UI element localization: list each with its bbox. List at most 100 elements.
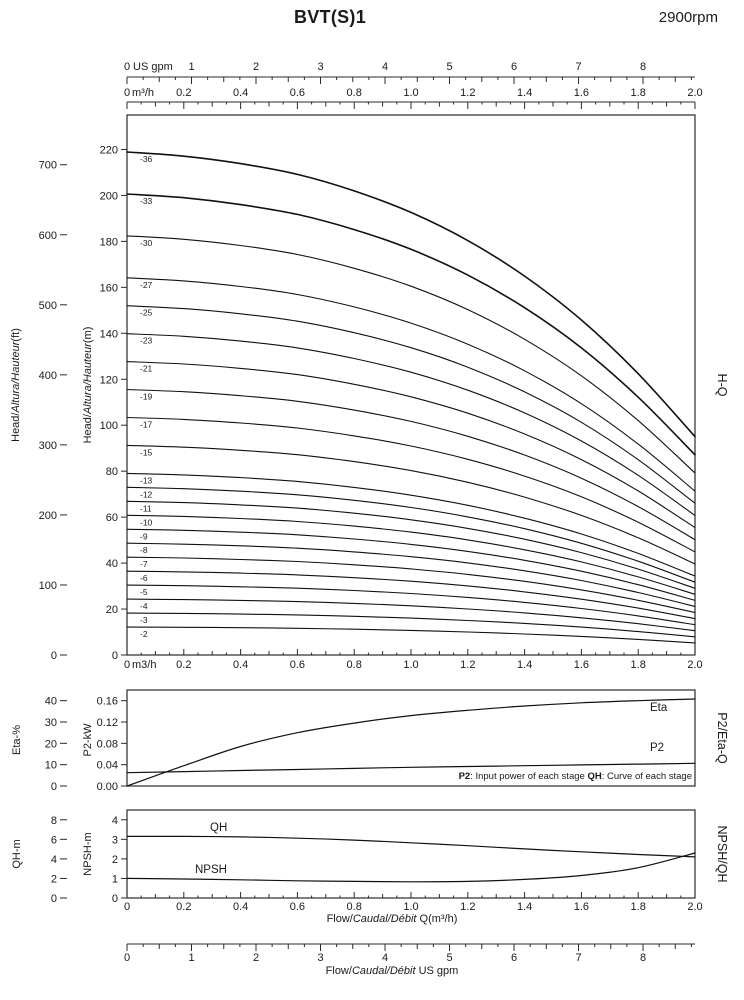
bottom-gpm-tick-label: 1: [188, 952, 194, 964]
npsh-tick-label: 0: [112, 893, 118, 905]
hq-x-tick-label: 1.8: [631, 659, 646, 671]
axis-title-text: (m): [82, 326, 94, 344]
bottom-gpm-tick-label: 7: [575, 952, 581, 964]
gpm-tick-label: 1: [188, 61, 194, 73]
stage-curve-13: [126, 472, 696, 577]
npsh-curve: [126, 852, 696, 883]
hq-ft-tick-label: 100: [39, 580, 57, 592]
stage-curve-label-11: -11: [140, 503, 152, 513]
stage-curve-7: [126, 556, 696, 614]
qh-curve-label: QH: [210, 822, 227, 834]
hq-m-tick-label: 0: [112, 650, 118, 662]
hq-x-tick-label: 2.0: [687, 659, 702, 671]
npsh-tick-label: 4: [112, 815, 118, 827]
qh-tick-label: 6: [51, 834, 57, 846]
npshqh-x-tick-label: 2.0: [687, 901, 702, 913]
stage-curve-8: [126, 542, 696, 608]
axis-title-text: Head/: [10, 412, 22, 442]
hq-ft-tick-label: 0: [51, 650, 57, 662]
npsh-tick-label: 1: [112, 873, 118, 885]
hq-m-tick-label: 40: [106, 558, 118, 570]
hq-m-tick-label: 120: [100, 374, 118, 386]
qh-curve: [126, 835, 696, 858]
stage-curve-label-4: -4: [140, 601, 148, 611]
head-m-axis-title: Head/Altura/Hauteur(m): [82, 327, 94, 444]
bottom-gpm-tick-label: 0: [124, 952, 130, 964]
hq-m-tick-label: 140: [100, 328, 118, 340]
stage-curve-6: [126, 570, 696, 620]
gpm-tick-label: 3: [317, 61, 323, 73]
stage-curve-15: [126, 444, 696, 565]
hq-x-tick-label: 1.0: [403, 659, 418, 671]
stage-curve-27: [126, 277, 696, 492]
stage-curve-label-9: -9: [140, 531, 148, 541]
npsh-axis-title: NPSH-m: [82, 832, 94, 876]
npshqh-x-tick-label: 0.8: [347, 901, 362, 913]
stage-curve-label-17: -17: [140, 419, 153, 429]
page-title: BVT(S)1: [293, 7, 367, 27]
qh-tick-label: 4: [51, 854, 57, 866]
hq-x-unit-label: m3/h: [132, 659, 156, 671]
hq-ft-tick-label: 200: [39, 510, 57, 522]
note-p2-term: P2: [458, 771, 471, 782]
npshqh-x-tick-label: 0.2: [176, 901, 191, 913]
npshqh-x-tick-label: 1.8: [631, 901, 646, 913]
stage-curve-19: [126, 388, 696, 541]
note-p2-text: : Input power of each stage: [470, 771, 588, 782]
bottom-gpm-tick-label: 2: [253, 952, 259, 964]
hq-m-tick-label: 160: [100, 282, 118, 294]
stage-curve-36: [126, 151, 696, 438]
stage-curve-17: [126, 416, 696, 553]
hq-m-tick-label: 80: [106, 466, 118, 478]
stage-curve-25: [126, 305, 696, 504]
stage-curve-5: [126, 584, 696, 626]
axis-title-italic: Altura/Hauteur: [82, 343, 94, 415]
npshqh-x-tick-label: 0: [124, 901, 130, 913]
stage-curve-label-7: -7: [140, 559, 148, 569]
axis-title-text: Head/: [82, 414, 94, 444]
gpm-tick-label: 5: [446, 61, 452, 73]
bottom-gpm-tick-label: 3: [317, 952, 323, 964]
npshqh-x-tick-label: 0.6: [290, 901, 305, 913]
eta-axis-title: Eta-%: [11, 725, 23, 755]
eta-tick-label: 40: [45, 696, 57, 708]
stage-curve-label-3: -3: [140, 615, 148, 625]
m3h-tick-label: 0: [124, 87, 130, 99]
gpm-tick-label: 0: [124, 61, 130, 73]
stage-curve-label-12: -12: [140, 489, 153, 499]
stage-curve-12: [126, 486, 696, 583]
stage-curve-21: [126, 361, 696, 529]
stage-curve-label-23: -23: [140, 336, 153, 346]
stage-curve-label-36: -36: [140, 154, 153, 164]
stage-curve-label-21: -21: [140, 364, 153, 374]
gpm-tick-label: 6: [511, 61, 517, 73]
m3h-tick-label: 2.0: [687, 87, 702, 99]
stage-curve-9: [126, 528, 696, 601]
stage-curve-label-25: -25: [140, 308, 153, 318]
flow-axis-title-gpm: Flow/Caudal/Débit US gpm: [20, 965, 744, 977]
hq-x-tick-label: 1.6: [574, 659, 589, 671]
hq-x-tick-label: 0.4: [233, 659, 248, 671]
npshqh-x-tick-label: 1.2: [460, 901, 475, 913]
stage-curve-10: [126, 514, 696, 595]
hq-m-tick-label: 60: [106, 512, 118, 524]
hq-ft-tick-label: 700: [39, 160, 57, 172]
npsh-curve-label: NPSH: [195, 864, 227, 876]
hq-x-tick-label: 1.4: [517, 659, 532, 671]
note-qh-text: : Curve of each stage: [601, 771, 692, 782]
hq-ft-tick-label: 300: [39, 440, 57, 452]
stage-curve-2: [126, 626, 696, 644]
legend-note: P2: Input power of each stage QH: Curve …: [459, 771, 692, 782]
stage-curve-label-5: -5: [140, 587, 148, 597]
p2-tick-label: 0.04: [97, 760, 118, 772]
stage-curve-label-10: -10: [140, 517, 153, 527]
qh-axis-title: QH-m: [11, 839, 23, 869]
gpm-tick-label: 2: [253, 61, 259, 73]
hq-m-tick-label: 20: [106, 604, 118, 616]
npsh-tick-label: 3: [112, 834, 118, 846]
m3h-tick-label: 0.8: [347, 87, 362, 99]
p2eta-section-label: P2/Eta-Q: [715, 712, 729, 764]
stage-curve-label-13: -13: [140, 475, 153, 485]
qh-tick-label: 2: [51, 873, 57, 885]
